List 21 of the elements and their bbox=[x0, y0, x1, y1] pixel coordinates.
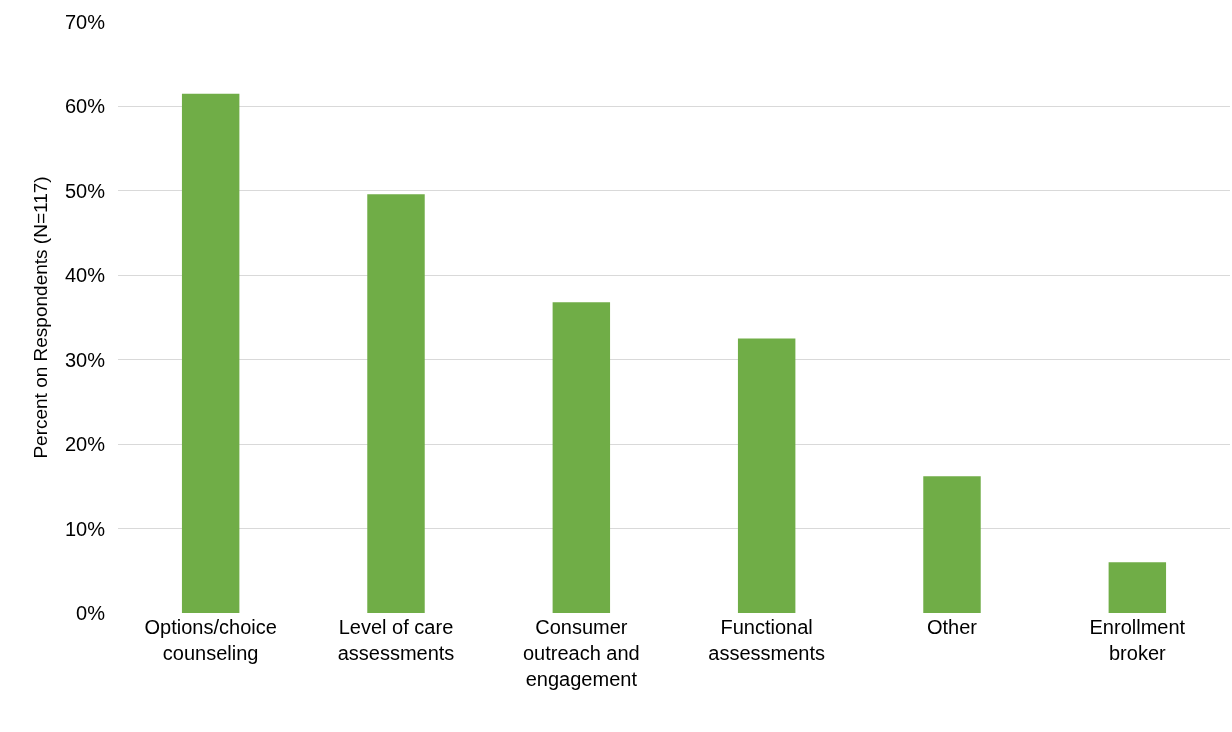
x-tick-label: Options/choice counseling bbox=[144, 616, 277, 664]
bar bbox=[181, 93, 240, 613]
y-tick-label: 30% bbox=[64, 348, 106, 371]
y-tick-label: 60% bbox=[64, 95, 106, 118]
bar bbox=[737, 338, 796, 613]
x-tick-label: Other bbox=[926, 616, 978, 638]
y-axis-title: Percent on Respondents (N=117) bbox=[29, 176, 51, 459]
bar bbox=[552, 302, 611, 613]
y-tick-label: 40% bbox=[64, 264, 106, 287]
y-tick-label: 20% bbox=[64, 433, 106, 456]
bar bbox=[923, 476, 981, 613]
y-tick-label: 0% bbox=[76, 602, 106, 624]
y-tick-label: 50% bbox=[64, 179, 106, 202]
x-tick-label: Level of care assessments bbox=[337, 616, 455, 664]
bar bbox=[1108, 562, 1167, 613]
x-tick-label: Enrollment broker bbox=[1089, 616, 1186, 664]
y-tick-label: 10% bbox=[64, 517, 106, 540]
x-tick-label: Consumer outreach and engagement bbox=[522, 616, 640, 690]
bar bbox=[367, 194, 425, 613]
x-tick-label: Functional assessments bbox=[708, 616, 826, 664]
y-tick-label: 70% bbox=[64, 11, 106, 33]
